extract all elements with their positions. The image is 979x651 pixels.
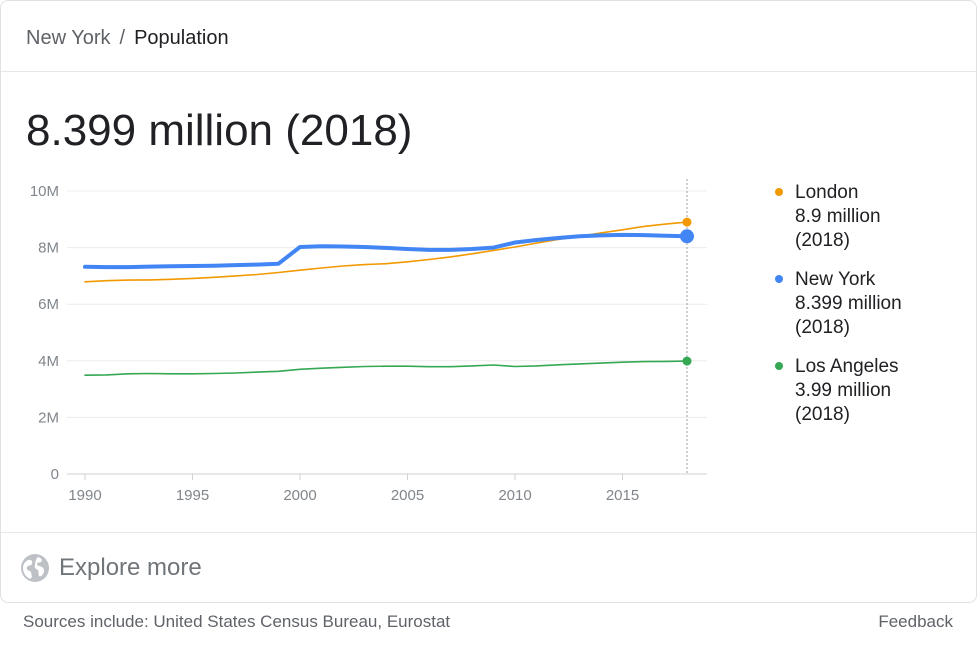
sources-text: Sources include: United States Census Bu…	[23, 612, 451, 631]
legend-value: 8.9 million	[795, 206, 881, 227]
legend-dot-london	[775, 188, 783, 196]
explore-divider	[1, 532, 976, 533]
series-line-london	[84, 221, 688, 283]
legend-name: London	[795, 182, 859, 203]
legend-year: (2018)	[795, 404, 850, 425]
y-tick-label: 4M	[38, 353, 59, 370]
legend-dot-los-angeles	[775, 362, 783, 370]
series-line-los-angeles	[84, 360, 688, 376]
y-tick-label: 6M	[38, 296, 59, 313]
population-card: New York / Population 8.399 million (201…	[0, 0, 977, 603]
breadcrumb: New York / Population	[26, 26, 229, 50]
legend-dot-new-york	[775, 275, 783, 283]
footer: Sources include: United States Census Bu…	[0, 612, 979, 634]
end-point-new-york	[680, 229, 694, 244]
legend-value: 8.399 million	[795, 293, 902, 314]
legend-item-los-angeles[interactable]: Los Angeles 3.99 million (2018)	[771, 355, 971, 427]
population-chart[interactable]: 0 2M 4M 6M 8M 10M 1990 1995 2000 2005 2010 2015	[1, 171, 731, 511]
y-tick-label: 10M	[30, 183, 59, 200]
end-point-los-angeles	[682, 356, 692, 366]
explore-more-link[interactable]: Explore more	[19, 552, 202, 584]
legend-year: (2018)	[795, 230, 850, 251]
x-tick-label: 2000	[283, 487, 316, 504]
legend-item-london[interactable]: London 8.9 million (2018)	[771, 181, 971, 253]
legend-name: Los Angeles	[795, 356, 899, 377]
y-tick-label: 2M	[38, 409, 59, 426]
breadcrumb-separator: /	[119, 27, 126, 49]
explore-more-label: Explore more	[59, 554, 202, 581]
end-point-london	[682, 217, 692, 227]
y-tick-label: 0	[51, 466, 59, 483]
breadcrumb-parent-link[interactable]: New York	[26, 27, 111, 49]
x-tick-label: 2015	[606, 487, 639, 504]
y-tick-label: 8M	[38, 240, 59, 257]
header-divider	[1, 71, 976, 72]
legend-value: 3.99 million	[795, 380, 892, 401]
breadcrumb-current: Population	[134, 27, 229, 49]
feedback-link[interactable]: Feedback	[878, 612, 953, 631]
x-tick-label: 2005	[391, 487, 424, 504]
legend-item-new-york[interactable]: New York 8.399 million (2018)	[771, 268, 971, 340]
x-tick-label: 1990	[68, 487, 101, 504]
x-tick-label: 1995	[176, 487, 209, 504]
globe-icon	[21, 554, 49, 582]
legend-year: (2018)	[795, 317, 850, 338]
chart-legend: London 8.9 million (2018) New York 8.399…	[771, 181, 971, 442]
population-headline: 8.399 million (2018)	[26, 106, 413, 155]
x-tick-label: 2010	[498, 487, 531, 504]
series-line-new-york	[83, 232, 689, 270]
legend-name: New York	[795, 269, 876, 290]
